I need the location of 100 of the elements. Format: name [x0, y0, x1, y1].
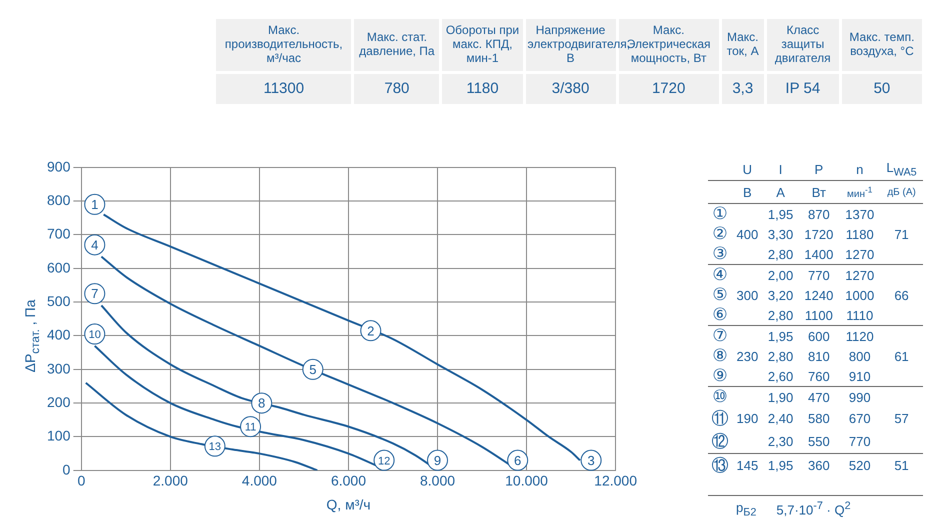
text: P — [814, 162, 824, 176]
text: 3,20 — [768, 288, 794, 302]
text: 2,60 — [768, 368, 794, 384]
x-axis-title: Q, м³/ч — [326, 496, 371, 512]
text: 1400 — [804, 246, 834, 262]
text: 2,80 — [768, 308, 794, 322]
text: 470 — [808, 390, 830, 404]
text: 3,30 — [768, 226, 794, 242]
text: 550 — [808, 434, 830, 449]
text: мин$^{-1}$ — [847, 184, 872, 200]
text: 145 — [736, 458, 758, 473]
x-tick-label: 6.000 — [330, 472, 366, 489]
text: U — [742, 162, 752, 176]
annotation: 3 — [587, 452, 595, 468]
text: 780 — [384, 80, 410, 98]
text: 1720 — [652, 80, 686, 98]
text: 5,7·10$^{-7}$ · Q$^{2}$ — [776, 500, 851, 519]
text: 810 — [808, 348, 830, 364]
y-tick-label: 400 — [47, 326, 71, 343]
text: Вт — [812, 184, 826, 200]
annotation: 9 — [434, 452, 442, 468]
x-tick-label: 10.000 — [505, 472, 548, 489]
text: 360 — [808, 458, 830, 473]
text: ② — [712, 224, 728, 244]
annotation: 6 — [514, 452, 522, 468]
text: 1,90 — [768, 390, 794, 404]
text: 71 — [894, 226, 909, 242]
y-tick-label: 0 — [62, 461, 71, 478]
annotation: 2 — [367, 323, 374, 338]
text: ⑤ — [712, 285, 728, 305]
text: ⑥ — [712, 305, 728, 325]
text: ⑦ — [712, 326, 728, 346]
text: ⑪ — [712, 409, 728, 429]
text: 1720 — [804, 226, 834, 242]
text: 50 — [874, 80, 890, 98]
text: 230 — [736, 348, 758, 364]
text: ① — [712, 204, 728, 224]
text: В — [743, 184, 752, 200]
annotation: 1 — [91, 197, 98, 212]
text: L$_{WA5}$ — [886, 160, 917, 178]
text: 520 — [848, 458, 871, 473]
annotation: 8 — [258, 396, 266, 411]
text: 190 — [736, 411, 758, 426]
x-tick-label: 8.000 — [420, 472, 456, 489]
text: IP 54 — [785, 80, 820, 98]
annotation: 12 — [378, 455, 390, 468]
line-series — [84, 382, 318, 470]
text: 990 — [848, 390, 871, 404]
text: 1100 — [804, 308, 833, 322]
y-tick-label: 500 — [47, 292, 71, 309]
text: 2,80 — [768, 246, 794, 262]
text: А — [776, 184, 785, 200]
text: Класс защиты двигателя — [774, 23, 831, 65]
y-tick-label: 800 — [47, 192, 71, 208]
text: Макс. темп. воздуха, °C — [849, 30, 914, 58]
x-tick-label: 12.000 — [594, 472, 638, 489]
text: 1180 — [466, 80, 499, 98]
text: ⑫ — [712, 432, 728, 452]
y-tick-label: 200 — [47, 394, 71, 410]
text: 800 — [848, 348, 871, 364]
text: 1110 — [846, 308, 874, 322]
text: ④ — [712, 265, 728, 285]
text: 2,40 — [768, 411, 794, 426]
y-tick-label: 300 — [47, 360, 71, 376]
y-tick-label: 900 — [47, 158, 71, 174]
text: 1270 — [845, 268, 874, 282]
text: 870 — [808, 206, 830, 222]
text: 66 — [894, 288, 909, 302]
annotation: 11 — [244, 422, 256, 434]
text: ⑨ — [712, 366, 728, 386]
text: 3/380 — [552, 80, 590, 98]
annotation: 5 — [309, 362, 316, 377]
text: дБ (А) — [887, 186, 916, 198]
text: 3,3 — [732, 80, 754, 98]
text: n — [856, 162, 864, 176]
text: 1,95 — [768, 458, 794, 473]
text: ⑩ — [712, 387, 728, 407]
text: p$_{Б2}$ — [736, 500, 756, 519]
annotation: 4 — [91, 237, 98, 252]
text: 1,95 — [768, 328, 794, 344]
annotation: 10 — [88, 329, 101, 342]
text: 1120 — [846, 328, 874, 344]
annotation: 7 — [91, 286, 98, 302]
text: I — [778, 162, 782, 176]
y-tick-label: 600 — [47, 259, 71, 276]
text: 580 — [808, 411, 830, 426]
text: 770 — [848, 434, 871, 449]
text: 600 — [808, 328, 830, 344]
text: 2,30 — [768, 434, 794, 449]
text: 51 — [894, 458, 909, 473]
y-tick-label: 100 — [47, 428, 71, 444]
text: 300 — [736, 288, 758, 302]
text: 760 — [808, 368, 830, 384]
text: Макс. стат. давление, Па — [359, 30, 435, 58]
text: Макс. производительность, м³/час — [224, 23, 343, 65]
text: 770 — [808, 268, 830, 282]
text: 57 — [894, 411, 909, 426]
x-tick-label: 0 — [77, 472, 86, 489]
text: 1270 — [845, 246, 874, 262]
text: ③ — [712, 244, 728, 264]
